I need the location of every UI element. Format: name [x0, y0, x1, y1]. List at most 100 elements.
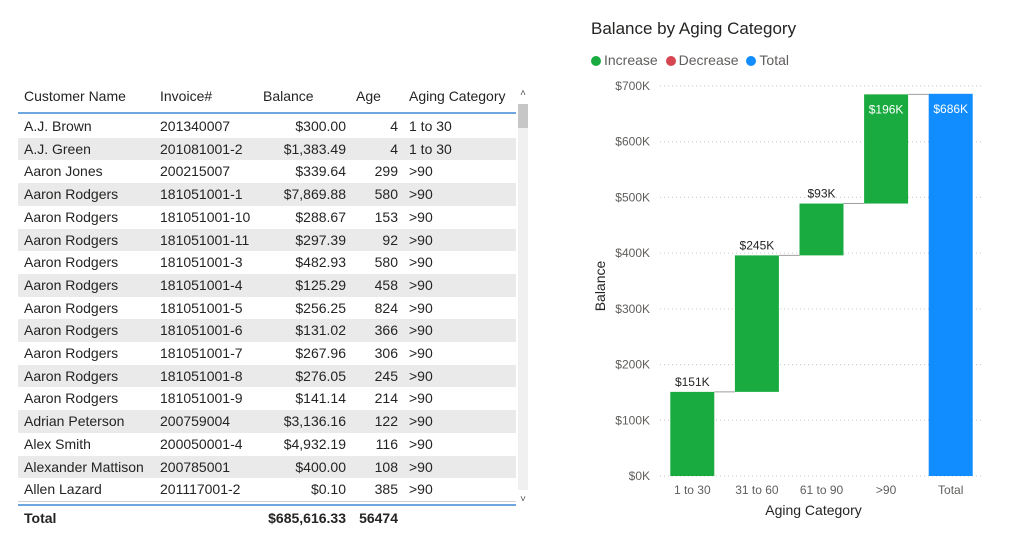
waterfall-chart: $0K $100K $200K $300K $400K $500K $600K $700K $1… — [585, 8, 1015, 528]
cell-age: 580 — [374, 254, 398, 271]
cell-balance: $297.39 — [295, 231, 346, 248]
legend-item-increase[interactable]: Increase — [591, 52, 658, 68]
table-total-row: Total $685,616.33 56474 — [18, 504, 516, 530]
bar-increase[interactable] — [670, 391, 715, 476]
cell-balance: $3,136.16 — [283, 413, 346, 430]
cell-invoice: 181051001-9 — [160, 390, 243, 407]
y-tick-label: $300K — [615, 302, 650, 316]
x-tick-label: Total — [938, 483, 963, 497]
x-tick-label: 1 to 30 — [674, 483, 711, 497]
scroll-down-icon[interactable]: ˅ — [520, 494, 526, 505]
table-row[interactable]: Aaron Rodgers 181051001-4 $125.29 458 >90 — [18, 273, 516, 297]
y-tick-label: $200K — [615, 358, 650, 372]
cell-aging-category: >90 — [409, 481, 433, 498]
cell-age: 299 — [374, 163, 398, 180]
cell-aging-category: >90 — [409, 322, 433, 339]
cell-age: 824 — [374, 299, 398, 316]
bar-total[interactable] — [928, 93, 973, 477]
cell-customer-name: Aaron Rodgers — [24, 186, 119, 203]
cell-balance: $141.14 — [295, 390, 346, 407]
cell-invoice: 200050001-4 — [160, 435, 243, 452]
cell-invoice: 181051001-11 — [160, 231, 250, 248]
cell-customer-name: Aaron Rodgers — [24, 276, 119, 293]
cell-invoice: 181051001-8 — [160, 367, 243, 384]
table-row[interactable]: Aaron Rodgers 181051001-10 $288.67 153 >90 — [18, 206, 516, 229]
table-row[interactable]: Alexander Mattison 200785001 $400.00 108 >90 — [18, 455, 516, 479]
cell-aging-category: >90 — [409, 413, 433, 430]
table-row[interactable]: Aaron Rodgers 181051001-1 $7,869.88 580 >90 — [18, 183, 516, 206]
data-label: $151K — [675, 375, 710, 389]
table-row[interactable]: Aaron Rodgers 181051001-8 $276.05 245 >90 — [18, 364, 516, 388]
cell-customer-name: Aaron Rodgers — [24, 367, 119, 384]
scroll-track[interactable] — [518, 104, 528, 490]
cell-age: 366 — [374, 322, 398, 339]
cell-customer-name: Aaron Rodgers — [24, 345, 119, 361]
cell-aging-category: >90 — [409, 367, 433, 384]
cell-invoice: 201117001-2 — [160, 481, 241, 498]
cell-balance: $339.64 — [295, 163, 346, 180]
cell-balance: $131.02 — [295, 322, 346, 339]
column-header-invoice[interactable]: Invoice# — [160, 88, 213, 104]
scroll-thumb[interactable] — [518, 104, 528, 128]
table-row[interactable]: Aaron Rodgers 181051001-7 $267.96 306 >90 — [18, 342, 516, 365]
table-row[interactable]: A.J. Brown 201340007 $300.00 4 1 to 30 — [18, 115, 516, 138]
cell-balance: $482.93 — [295, 254, 346, 271]
cell-aging-category: >90 — [409, 276, 433, 293]
cell-age: 458 — [374, 276, 398, 293]
cell-invoice: 200215007 — [160, 163, 231, 180]
cell-customer-name: Allen Lazard — [24, 481, 102, 498]
table-row[interactable]: Aaron Jones 200215007 $339.64 299 >90 — [18, 160, 516, 183]
table-scrollbar[interactable]: ˄ ˅ — [517, 88, 529, 508]
cell-invoice: 181051001-1 — [160, 186, 243, 203]
table-row[interactable]: Adrian Peterson 200759004 $3,136.16 122 >90 — [18, 410, 516, 433]
y-axis-title: Balance — [592, 260, 608, 311]
column-header-customer-name[interactable]: Customer Name — [24, 88, 126, 104]
table-row[interactable]: A.J. Green 201081001-2 $1,383.49 4 1 to 30 — [18, 137, 516, 161]
column-header-aging-category[interactable]: Aging Category — [409, 88, 506, 104]
table-row[interactable]: Aaron Rodgers 181051001-3 $482.93 580 >90 — [18, 251, 516, 274]
cell-customer-name: Aaron Jones — [24, 163, 103, 180]
cell-balance: $267.96 — [295, 345, 346, 361]
y-tick-label: $500K — [615, 190, 650, 204]
table-row[interactable]: Aaron Rodgers 181051001-9 $141.14 214 >90 — [18, 387, 516, 410]
cell-aging-category: >90 — [409, 186, 433, 203]
cell-invoice: 201081001-2 — [160, 140, 243, 157]
y-tick-label: $0K — [629, 469, 650, 483]
bar-increase[interactable] — [864, 94, 909, 204]
cell-age: 245 — [374, 367, 398, 384]
cell-aging-category: >90 — [409, 254, 433, 271]
cell-balance: $400.00 — [295, 458, 346, 475]
total-balance: $685,616.33 — [268, 510, 346, 526]
cell-age: 4 — [390, 140, 398, 157]
cell-invoice: 200759004 — [160, 413, 231, 430]
cell-invoice: 200785001 — [160, 458, 231, 475]
cell-age: 122 — [374, 413, 398, 430]
cell-aging-category: >90 — [409, 390, 433, 407]
legend-item-decrease[interactable]: Decrease — [665, 52, 739, 68]
table-row[interactable]: Alex Smith 200050001-4 $4,932.19 116 >90 — [18, 433, 516, 456]
cell-customer-name: A.J. Green — [24, 140, 91, 157]
bar-increase[interactable] — [734, 255, 779, 392]
table-body: A.J. Brown 201340007 $300.00 4 1 to 30 A.J. G… — [18, 115, 516, 502]
cell-customer-name: Aaron Rodgers — [24, 390, 119, 407]
cell-invoice: 201340007 — [160, 118, 231, 134]
column-header-balance[interactable]: Balance — [263, 88, 314, 104]
table-row[interactable]: Aaron Rodgers 181051001-6 $131.02 366 >90 — [18, 319, 516, 342]
cell-aging-category: 1 to 30 — [409, 140, 452, 157]
cell-balance: $0.10 — [310, 481, 346, 498]
legend-item-total[interactable]: Total — [746, 52, 789, 68]
column-header-age[interactable]: Age — [356, 88, 381, 104]
table-row[interactable]: Allen Lazard 201117001-2 $0.10 385 >90 — [18, 478, 516, 502]
table-row[interactable]: Aaron Rodgers 181051001-11 $297.39 92 >90 — [18, 228, 516, 252]
cell-customer-name: Alexander Mattison — [24, 458, 144, 475]
x-axis-title: Aging Category — [765, 502, 862, 518]
bar-increase[interactable] — [799, 203, 844, 256]
table-row[interactable]: Aaron Rodgers 181051001-5 $256.25 824 >90 — [18, 297, 516, 320]
cell-balance: $4,932.19 — [283, 435, 346, 452]
cell-aging-category: >90 — [409, 163, 433, 180]
cell-balance: $7,869.88 — [283, 186, 346, 203]
cell-balance: $276.05 — [295, 367, 346, 384]
scroll-up-icon[interactable]: ˄ — [520, 88, 526, 99]
cell-balance: $288.67 — [295, 208, 346, 225]
cell-invoice: 181051001-7 — [160, 345, 243, 361]
